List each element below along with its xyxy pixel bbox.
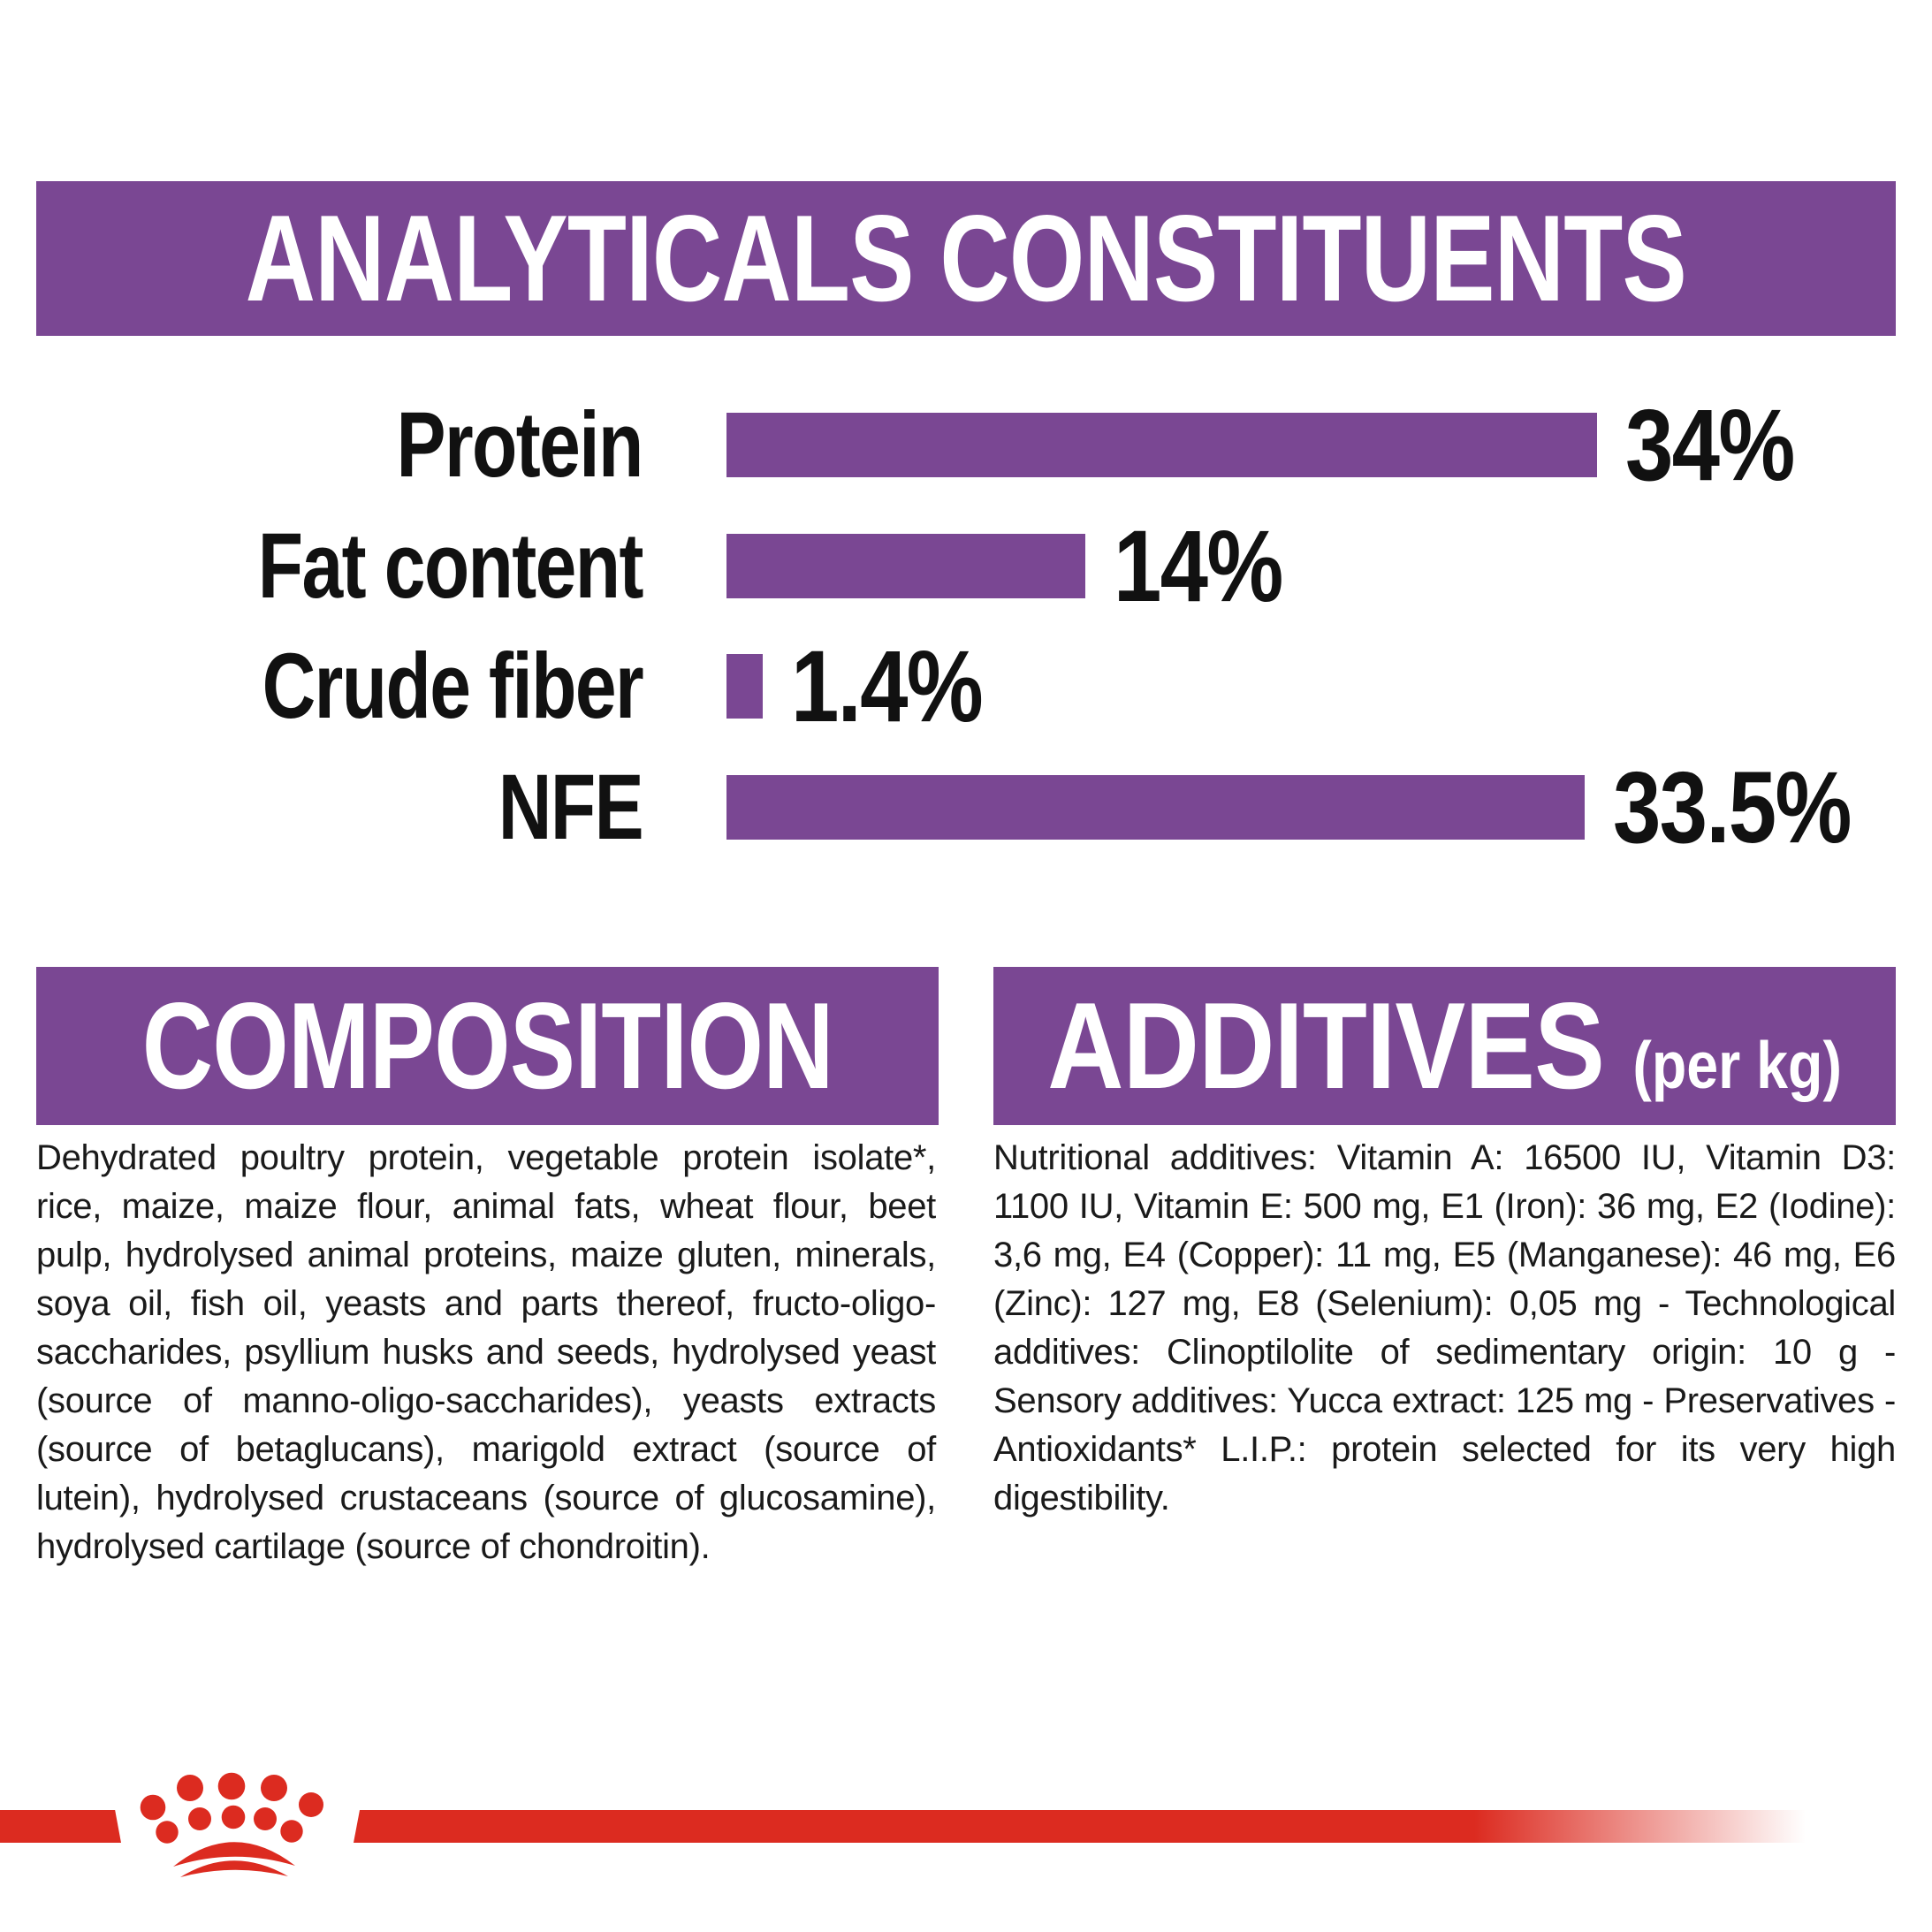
- bar: [726, 534, 1085, 598]
- additives-title-main: ADDITIVES: [1047, 977, 1605, 1114]
- bar-category-label-text: Crude fiber: [262, 634, 644, 738]
- bar-category-label: Protein: [0, 393, 644, 497]
- bar-value-label: 14%: [1114, 510, 1312, 623]
- bar: [726, 413, 1597, 477]
- additives-title: ADDITIVES (per kg): [1047, 976, 1842, 1117]
- bar-value-label: 1.4%: [791, 630, 1015, 743]
- chart-row: NFE 33.5%: [0, 751, 1932, 864]
- footer-red-band-left: [0, 1810, 121, 1843]
- bar-category-label: NFE: [0, 756, 644, 859]
- bar: [726, 654, 763, 719]
- analyticals-title: ANALYTICALS CONSTITUENTS: [245, 189, 1687, 327]
- analyticals-header-banner: ANALYTICALS CONSTITUENTS: [36, 181, 1896, 336]
- chart-row: Crude fiber 1.4%: [0, 630, 1932, 743]
- bar-value-text: 34%: [1625, 388, 1795, 502]
- bar-value-text: 14%: [1114, 509, 1283, 623]
- bar-category-label-text: Fat content: [257, 513, 644, 618]
- composition-title: COMPOSITION: [141, 977, 833, 1114]
- chart-row: Protein 34%: [0, 389, 1932, 502]
- additives-banner: ADDITIVES (per kg): [993, 967, 1896, 1125]
- bar-category-label-text: Protein: [396, 392, 644, 497]
- additives-body: Nutritional additives: Vitamin A: 16500 …: [993, 1138, 1896, 1517]
- bar-value-text: 1.4%: [791, 629, 984, 743]
- royal-canin-crown-icon: [140, 1772, 323, 1877]
- composition-banner: COMPOSITION: [36, 967, 939, 1125]
- additives-title-suffix: (per kg): [1632, 1027, 1842, 1102]
- bar-category-label: Fat content: [0, 514, 644, 618]
- analytical-constituents-chart: Protein 34% Fat content 14% Crude fiber 1.4% N…: [0, 0, 1932, 928]
- bar-category-label: Crude fiber: [0, 635, 644, 738]
- bar-value-text: 33.5%: [1613, 750, 1852, 864]
- chart-row: Fat content 14%: [0, 510, 1932, 623]
- bar-category-label-text: NFE: [498, 755, 644, 859]
- bar: [726, 775, 1585, 840]
- bar-value-label: 34%: [1625, 389, 1823, 502]
- footer-red-band-right: [354, 1810, 1932, 1843]
- composition-body: Dehydrated poultry protein, vegetable pr…: [36, 1138, 936, 1566]
- bar-value-label: 33.5%: [1613, 751, 1892, 864]
